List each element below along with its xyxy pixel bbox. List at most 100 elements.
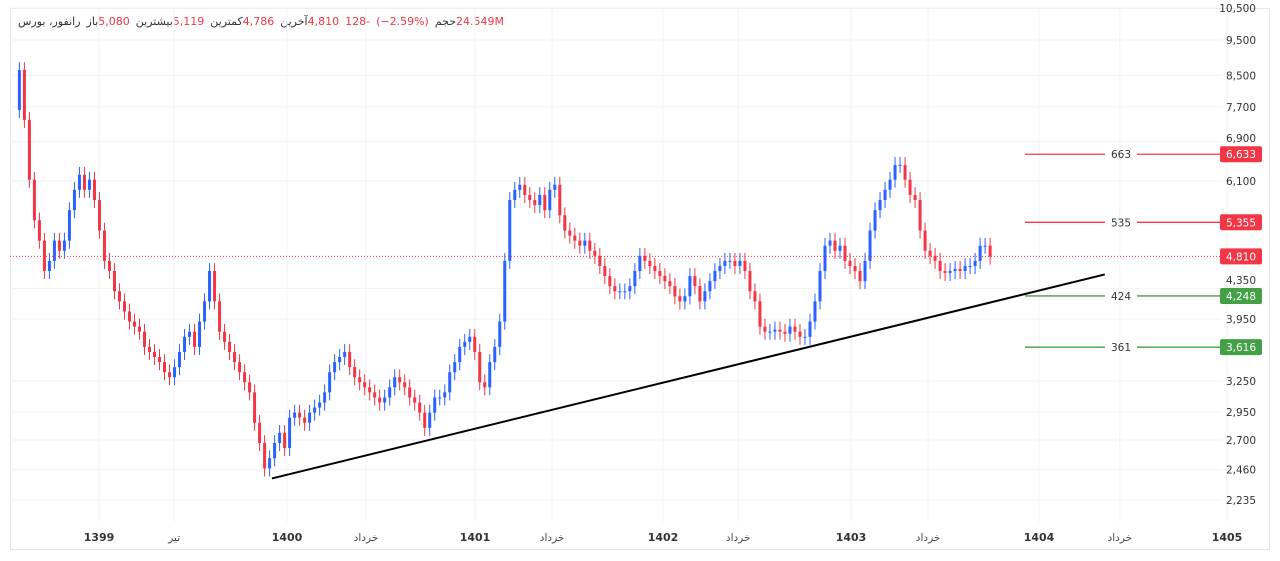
candle xyxy=(793,318,797,340)
price-tag-text: 6,633 xyxy=(1226,149,1256,161)
candle xyxy=(528,187,532,209)
candle xyxy=(643,247,647,269)
candle xyxy=(653,258,657,280)
candle-body xyxy=(618,291,622,293)
candle xyxy=(273,435,277,467)
candle-body xyxy=(188,331,192,337)
price-tag xyxy=(1220,214,1262,231)
candle-body xyxy=(883,189,887,200)
candle xyxy=(938,253,942,280)
candle-body xyxy=(938,260,942,271)
level-label: 535 xyxy=(1111,217,1131,229)
candle xyxy=(858,263,862,290)
candle xyxy=(243,364,247,391)
candle-body xyxy=(67,210,71,241)
candle-body xyxy=(773,329,777,332)
candle-body xyxy=(323,392,327,403)
candle-body xyxy=(583,240,587,246)
candle xyxy=(688,268,692,305)
candle xyxy=(308,404,312,431)
last-price-tag xyxy=(1220,248,1262,265)
candle-body xyxy=(768,331,772,333)
candle-body xyxy=(948,270,952,273)
candle xyxy=(77,166,81,198)
candle-body xyxy=(87,179,91,190)
symbol-header: رانفور، بورس باز 5,080 بیشترین 5,119 کمت… xyxy=(18,15,504,28)
candle-body xyxy=(433,397,437,413)
candle-body xyxy=(738,260,742,266)
candle xyxy=(933,247,937,269)
candle-body xyxy=(438,397,442,399)
candle xyxy=(518,176,522,198)
candle-body xyxy=(973,260,977,266)
candle-body xyxy=(378,397,382,403)
candle xyxy=(112,263,116,300)
candle-body xyxy=(908,179,912,195)
candle xyxy=(613,278,617,300)
candle-body xyxy=(453,362,457,373)
candle-body xyxy=(473,336,477,352)
candle-body xyxy=(398,377,402,383)
candle-body xyxy=(553,184,557,190)
candle xyxy=(213,263,217,310)
candle xyxy=(553,176,557,198)
candle xyxy=(958,261,962,280)
candle-body xyxy=(633,270,637,287)
candle-body xyxy=(803,336,807,338)
high-label: بیشترین xyxy=(135,15,173,28)
candle xyxy=(788,318,792,342)
candle-body xyxy=(798,331,802,337)
candle-body xyxy=(228,341,232,352)
candle xyxy=(283,424,287,457)
candle xyxy=(468,328,472,350)
level-support: 361 3,616 xyxy=(1025,339,1262,356)
candle xyxy=(42,232,46,280)
candle-body xyxy=(42,240,46,271)
candle xyxy=(908,171,912,203)
candle xyxy=(758,293,762,335)
candle xyxy=(598,247,602,275)
candle xyxy=(873,202,877,239)
candle-body xyxy=(643,255,647,261)
candle xyxy=(393,369,397,396)
candle xyxy=(328,364,332,401)
candle-body xyxy=(343,351,347,357)
candle-body xyxy=(198,321,202,347)
candle xyxy=(248,374,252,401)
candle-body xyxy=(853,265,857,271)
candle xyxy=(943,263,947,281)
candle xyxy=(82,166,86,198)
candle xyxy=(748,263,752,300)
y-tick-label: 2,700 xyxy=(1226,435,1256,447)
candle-body xyxy=(493,346,497,363)
candle-body xyxy=(62,240,66,251)
candle xyxy=(418,394,422,421)
candle-body xyxy=(648,260,652,266)
candle xyxy=(988,237,992,265)
y-tick-label: 4,350 xyxy=(1226,275,1256,287)
candle-body xyxy=(873,210,877,231)
candle-body xyxy=(32,179,36,221)
candle xyxy=(808,313,812,345)
candle xyxy=(408,379,412,406)
candle-body xyxy=(913,194,917,200)
candle xyxy=(778,321,782,340)
candle xyxy=(968,258,972,275)
candle-body xyxy=(888,179,892,190)
candle-body xyxy=(933,255,937,261)
volume-label: حجم xyxy=(434,15,457,28)
candle xyxy=(463,333,467,355)
candle-body xyxy=(102,230,106,261)
candle xyxy=(62,232,66,259)
candle xyxy=(743,253,747,280)
candle-body xyxy=(823,245,827,271)
price-tag xyxy=(1220,339,1262,356)
y-tick-label: 10,500 xyxy=(1219,3,1256,15)
y-tick-label: 2,950 xyxy=(1226,407,1256,419)
open-value: 5,080 xyxy=(98,15,130,28)
candle xyxy=(608,268,612,295)
candle xyxy=(153,344,157,366)
candle-body xyxy=(638,255,642,271)
candle-body xyxy=(918,199,922,231)
